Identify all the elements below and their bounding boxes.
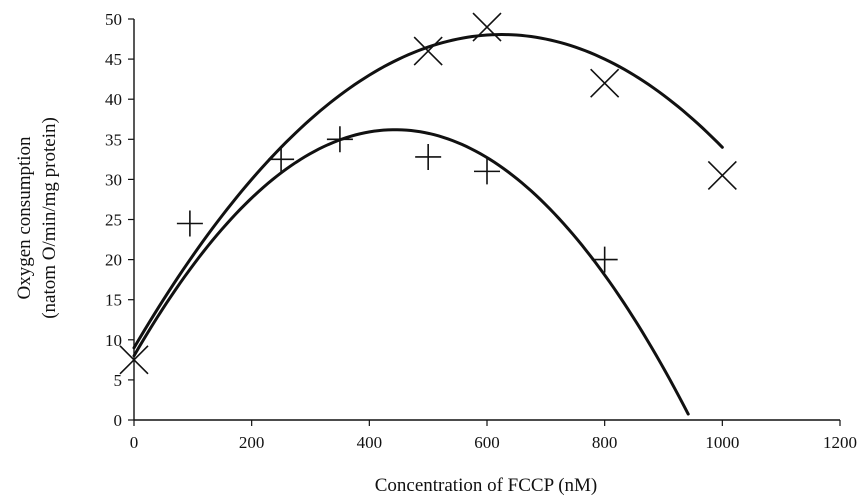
y-tick-label: 35 xyxy=(105,130,122,149)
y-tick-label: 15 xyxy=(105,291,122,310)
axes: 0 200 400 600 800 1000 1200 0 5 10 15 20 25 30 35 40 45 5… xyxy=(105,10,857,452)
y-tick-label: 5 xyxy=(114,371,123,390)
y-tick-label: 40 xyxy=(105,90,122,109)
x-tick-label: 0 xyxy=(130,433,139,452)
x-tick-label: 400 xyxy=(357,433,383,452)
y-tick-label: 50 xyxy=(105,10,122,29)
data-point-x xyxy=(413,36,443,66)
data-point-plus xyxy=(591,246,618,273)
y-tick-label: 45 xyxy=(105,50,122,69)
y-axis-title: Oxygen consumption (natom O/min/mg prote… xyxy=(14,117,60,319)
series-x xyxy=(119,12,737,375)
y-axis-title-line1: Oxygen consumption xyxy=(14,136,35,300)
series-layer xyxy=(119,12,737,416)
x-tick-label: 800 xyxy=(592,433,618,452)
trendline-x xyxy=(132,33,724,350)
data-point-plus xyxy=(415,143,442,170)
data-point-plus xyxy=(268,146,295,173)
x-tick-label: 200 xyxy=(239,433,265,452)
y-tick-label: 0 xyxy=(114,411,123,430)
series-plus xyxy=(132,126,690,416)
x-tick-label: 1200 xyxy=(823,433,857,452)
y-axis-title-line2: (natom O/min/mg protein) xyxy=(39,117,60,319)
data-point-x xyxy=(590,68,620,98)
data-point-plus xyxy=(474,158,500,185)
data-point-x xyxy=(707,160,737,190)
y-tick-label: 30 xyxy=(105,170,122,189)
x-tick-label: 1000 xyxy=(705,433,739,452)
data-point-plus xyxy=(176,210,203,237)
y-tick-label: 20 xyxy=(105,251,122,270)
x-tick-label: 600 xyxy=(474,433,500,452)
data-point-x xyxy=(119,345,149,375)
data-point-x xyxy=(472,12,502,42)
y-tick-label: 10 xyxy=(105,331,122,350)
data-point-plus xyxy=(326,126,353,153)
x-axis-title: Concentration of FCCP (nM) xyxy=(375,475,598,496)
trendline-plus xyxy=(132,128,690,416)
y-tick-label: 25 xyxy=(105,211,122,230)
